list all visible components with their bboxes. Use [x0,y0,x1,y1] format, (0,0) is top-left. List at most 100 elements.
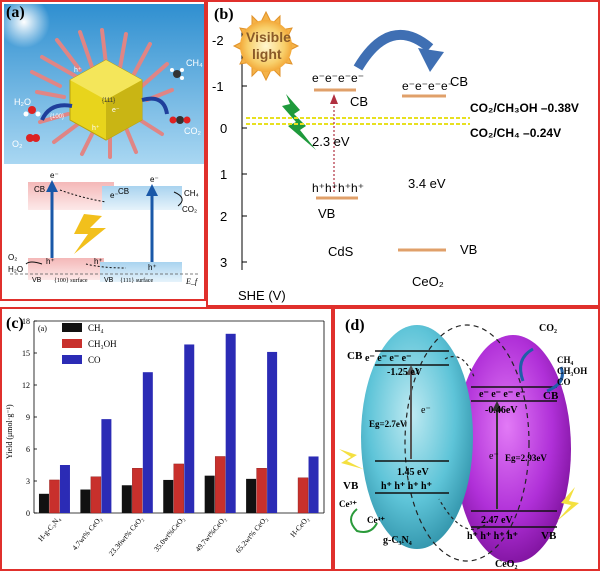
ceo2-d-e: e⁻ [489,451,499,462]
y-tick-label: 18 [22,317,30,326]
cds-name: CdS [328,244,354,259]
ceo2-d-electrons: e⁻ e⁻ e⁻ e⁻ [479,389,525,400]
label-o2: O₂ [12,139,23,149]
cds-cb: CB [350,94,368,109]
label-facet-100: {100} [50,114,64,120]
cds-vb: VB [318,206,335,221]
junction-dashed [404,324,530,562]
ceo2-d-eg: Eg=2.93eV [505,453,547,463]
panel-b: -2 -1 0 1 2 3 SHE (V) Visible light CO₂/… [206,0,600,307]
x-tick-label: H-CeO₂ [288,514,311,539]
band-diagram-a [10,180,200,282]
legend-swatch-ch4 [62,323,82,332]
bar-ch3oh-1 [90,476,102,514]
gcn-name: g-C₃N₄ [383,535,412,546]
co2-reduction-arrow [519,347,534,382]
legend-co: CO [88,355,101,365]
she-axis-label: SHE (V) [238,288,286,303]
panel-a-tag: (a) [6,4,25,21]
band-surface-100: {100} surface [54,277,88,284]
svg-text:h⁺: h⁺ [74,67,82,74]
hole-path-arrow [438,498,486,530]
d-product-co: CO [557,377,571,387]
panel-c-tag: (c) [6,315,24,332]
panel-d-tag: (d) [345,317,365,334]
panel-a-illustration: H₂O O₂ CH₄ CO₂ {100} {111} h⁺ e⁻ h⁺ CB C… [2,2,204,286]
y-tick-label: 0 [26,509,30,518]
ceo2-gap: 3.4 eV [408,176,446,191]
redox-ch3oh: CO₂/CH₃OH –0.38V [470,101,579,115]
svg-text:e⁻: e⁻ [50,171,59,180]
lightning-right-icon [557,487,579,521]
ceo2-particle [455,335,571,563]
y-tick-label: 3 [26,477,30,486]
gcn-cb-value: -1.25 eV [387,367,423,378]
legend-swatch-co [62,355,82,364]
bar-ch3oh-6 [297,477,309,514]
band-o2: O₂ [8,253,17,262]
gcn-vb: VB [343,480,359,492]
panel-b-tag: (b) [214,6,234,23]
svg-text:e⁻: e⁻ [110,191,119,200]
d-product-ch4: CH₄ [557,355,574,365]
band-ch4: CH₄ [184,189,199,198]
bar-ch4-4 [204,475,215,513]
reduction-arrow [141,96,169,115]
ceo2-d-cb-value: -0.46eV [485,405,518,416]
panel-d-diagram: CO₂ CH₄ CH₃OH CO CB e⁻ e⁻ e⁻ e⁻ -1.25 eV… [339,323,587,570]
bar-co-5 [267,351,278,513]
x-tick-label: 65.2wt% CeO₂ [233,514,269,555]
bar-ch3oh-0 [49,479,60,514]
she-tick-0: 0 [220,121,227,136]
she-ticks [242,39,247,263]
ceo2-d-holes: h⁺ h⁺ h⁺ h⁺ [467,531,518,542]
chart-inner-tag: (a) [38,324,47,333]
bar-ch4-2 [121,485,132,513]
ceo2-cb: CB [450,74,468,89]
she-tick-2: 2 [220,209,227,224]
band-surface-111: {111} surface [120,277,153,284]
bar-ch3oh-2 [132,467,143,514]
she-tick-m1: -1 [212,79,224,94]
bar-ch3oh-3 [173,463,184,514]
bar-ch4-3 [163,479,174,513]
y-tick-label: 12 [22,381,30,390]
ceo2-d-vb-value: 2.47 eV [481,515,513,526]
bar-co-4 [225,333,236,513]
lightning-left-icon [339,449,363,469]
bar-co-3 [184,344,195,513]
ceo2-electrons: e⁻e⁻e⁻e⁻ [402,79,454,93]
bar-ch4-0 [38,493,49,513]
cds-holes: h⁺h⁺h⁺h⁺ [312,181,364,195]
label-co2: CO₂ [184,126,202,136]
chart-ylabel: Yield (μmol·g⁻¹) [5,404,14,459]
bar-co-6 [308,456,319,513]
lightning-bolt-icon [282,94,316,150]
ceo2-d-vb: VB [541,530,557,542]
bar-co-0 [59,465,70,513]
band-h2o: H₂O [8,265,23,274]
product-arrow [546,366,564,393]
legend-ch3oh: CH₃OH [88,339,117,349]
band-cb-right: CB [118,187,129,196]
bar-ch4-1 [80,489,91,513]
bar-co-1 [101,419,112,513]
redox-ch4: CO₂/CH₄ –0.24V [470,126,561,140]
ceo2-d-name: CeO₂ [495,559,517,570]
band-vb-left: VB [32,277,42,284]
legend-ch4: CH₄ [88,323,104,333]
she-tick-3: 3 [220,255,227,270]
yield-bar-chart: Yield (μmol·g⁻¹) (a) CH₄ CH₃OH CO 0 3 6 9 12… [5,317,325,558]
band-ef: E_f [185,277,199,286]
electron-transfer-arrow [353,29,434,71]
x-tick-label: 4.7wt% CeO₂ [70,514,104,552]
panel-d: CO₂ CH₄ CH₃OH CO CB e⁻ e⁻ e⁻ e⁻ -1.25 eV… [333,307,600,571]
sun-icon [232,10,300,82]
panel-a: H₂O O₂ CH₄ CO₂ {100} {111} h⁺ e⁻ h⁺ CB C… [0,0,206,301]
sun-glow [2,2,50,48]
label-h2o: H₂O [14,97,31,107]
cds-electrons: e⁻e⁻e⁻e⁻ [312,71,364,85]
svg-text:h⁺: h⁺ [148,263,157,272]
ce-cycle-arrow [350,508,378,533]
y-tick-label: 15 [22,349,30,358]
